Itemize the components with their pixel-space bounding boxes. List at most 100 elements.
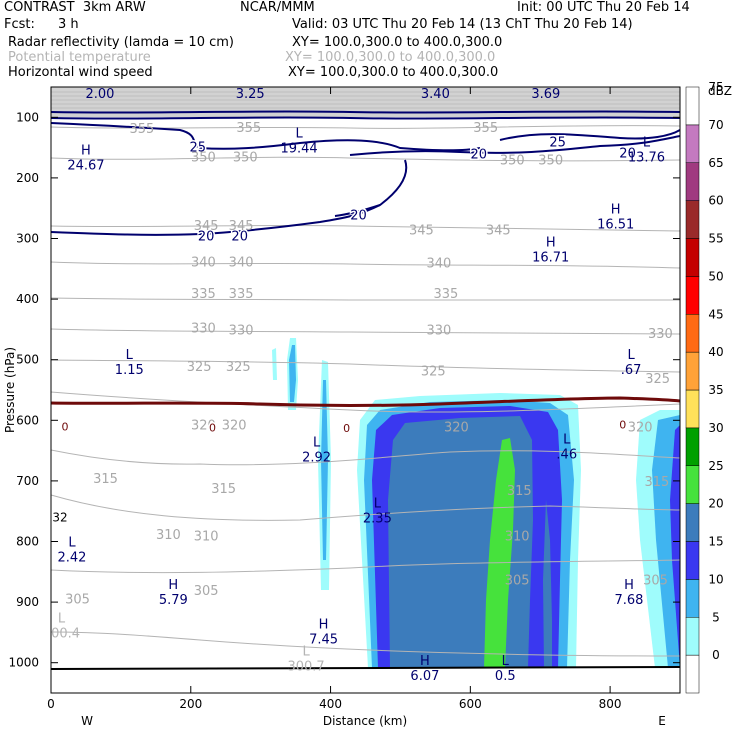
- refl-10-col-b: [289, 345, 296, 402]
- colorbar-swatch: [685, 465, 700, 504]
- wind-contour-label: 20: [470, 148, 487, 163]
- wind-contour-labels: 25 25 20 20 20 20 20: [188, 134, 637, 246]
- extremum-type: L: [542, 72, 550, 87]
- x-tick-label: 600: [459, 697, 482, 711]
- theta-contour-label: 320: [222, 419, 247, 434]
- extremum-value: .67: [621, 363, 642, 378]
- wind-contours: [51, 110, 680, 236]
- extremum-type: L: [295, 127, 303, 142]
- plot-frame: [50, 86, 681, 694]
- ground-line: [51, 666, 680, 670]
- theta-contour-label: 305: [65, 592, 90, 607]
- colorbar-swatch: [685, 162, 700, 201]
- colorbar-tick-label: 70: [708, 118, 723, 132]
- theta-contour-label: 305: [505, 574, 530, 589]
- extremum-type: L: [502, 654, 510, 669]
- theta-contour-label: 335: [433, 287, 458, 302]
- extremum-value: 0.5: [495, 669, 516, 684]
- theta-contour-label: 345: [409, 223, 434, 238]
- y-tick-label: 900: [16, 595, 39, 609]
- extremum-type: L: [563, 433, 571, 448]
- theta-contour-label: 345: [486, 223, 511, 238]
- theta-contour-labels: 355 355 355 350 350 350 350 345 345 345 345 340 340 3…: [65, 121, 673, 607]
- colorbar-tick-label: 75: [708, 80, 723, 94]
- field-name-theta: Potential temperature: [8, 50, 151, 65]
- theta-contour-label: 340: [229, 256, 254, 271]
- extremum-type: H: [546, 236, 556, 251]
- colorbar-swatch: [685, 541, 700, 580]
- theta-contour-label: 355: [129, 122, 154, 137]
- reflectivity-fill: [272, 338, 680, 668]
- theta-contour-label: 330: [191, 322, 216, 337]
- theta-contour-label: 350: [233, 151, 258, 166]
- extremum-type: L: [126, 348, 134, 363]
- extremum-type: H: [81, 144, 91, 159]
- colorbar-swatch: [685, 579, 700, 618]
- center-name: NCAR/MMM: [240, 0, 315, 15]
- theta-contour-label: 345: [194, 219, 219, 234]
- x-end-label-east: E: [658, 714, 666, 728]
- extremum-value: 300.7: [287, 660, 324, 675]
- extremum-value: 16.51: [597, 217, 634, 232]
- extremum-type: L: [313, 436, 321, 451]
- colorbar-tick-label: 25: [708, 459, 723, 473]
- colorbar-tick-label: 65: [708, 156, 723, 170]
- colorbar-swatch: [685, 617, 700, 656]
- extremum-value: 2.92: [302, 451, 331, 466]
- extremum-type: H: [611, 202, 621, 217]
- extremum-type: L: [432, 72, 440, 87]
- colorbar-tick-label: 5: [712, 610, 720, 624]
- field-name-wind: Horizontal wind speed: [8, 65, 153, 80]
- theta-contour-label: 310: [194, 529, 219, 544]
- edge-labels: 32: [52, 510, 67, 524]
- extremum-value: 5.79: [159, 593, 188, 608]
- theta-contour-label: 315: [93, 472, 118, 487]
- colorbar-tick-label: 45: [708, 307, 723, 321]
- theta-contour-label: 355: [473, 121, 498, 136]
- extremum-value: .46: [556, 448, 577, 463]
- y-tick-label: 800: [16, 535, 39, 549]
- theta-contour-label: 350: [538, 154, 563, 169]
- extremum-value: 24.67: [67, 159, 104, 174]
- colorbar-swatch: [685, 314, 700, 353]
- theta-contour-label: 315: [645, 475, 670, 490]
- colorbar-unit: dBZ: [708, 84, 732, 98]
- theta-contour-label: 310: [505, 529, 530, 544]
- wind-contour-label: 20: [231, 229, 248, 244]
- theta-contour-label: 325: [226, 360, 251, 375]
- y-axis-label: Pressure (hPa): [3, 347, 17, 433]
- wind-contour-label: 20: [350, 208, 367, 223]
- freezing-level-label: 0: [343, 422, 350, 435]
- refl-25-core: [484, 438, 515, 668]
- theta-contour-label: 355: [236, 121, 261, 136]
- freezing-level-label: 0: [61, 420, 68, 433]
- colorbar-tick-label: 55: [708, 232, 723, 246]
- wind-contour-label: 20: [198, 229, 215, 244]
- theta-contour-label: 325: [645, 372, 670, 387]
- extremum-type: L: [627, 348, 635, 363]
- theta-contour-label: 345: [229, 219, 254, 234]
- y-tick-label: 400: [16, 292, 39, 306]
- theta-contour-label: 315: [507, 484, 532, 499]
- freezing-level-label: 0: [209, 422, 216, 435]
- x-tick-label: 400: [319, 697, 342, 711]
- wind-contour-label: 25: [549, 136, 566, 151]
- theta-contour-label: 330: [229, 323, 254, 338]
- colorbar-swatch: [685, 276, 700, 315]
- colorbar-swatch: [685, 389, 700, 429]
- extremum-type: L: [96, 72, 104, 87]
- edge-label: 32: [52, 510, 67, 524]
- field-xy-reflectivity: XY= 100.0,300.0 to 400.0,300.0: [292, 35, 503, 50]
- colorbar-swatch: [685, 238, 700, 277]
- refl-10-col-a: [321, 380, 328, 560]
- colorbar-tick-label: 0: [712, 648, 720, 662]
- extremum-type: L: [643, 136, 651, 151]
- colorbar-swatch: [685, 124, 700, 163]
- extremum-type: H: [168, 578, 178, 593]
- extremum-type: L: [247, 72, 255, 87]
- valid-time: Valid: 03 UTC Thu 20 Feb 14 (13 ChT Thu …: [292, 17, 633, 32]
- refl-15-right: [670, 425, 680, 668]
